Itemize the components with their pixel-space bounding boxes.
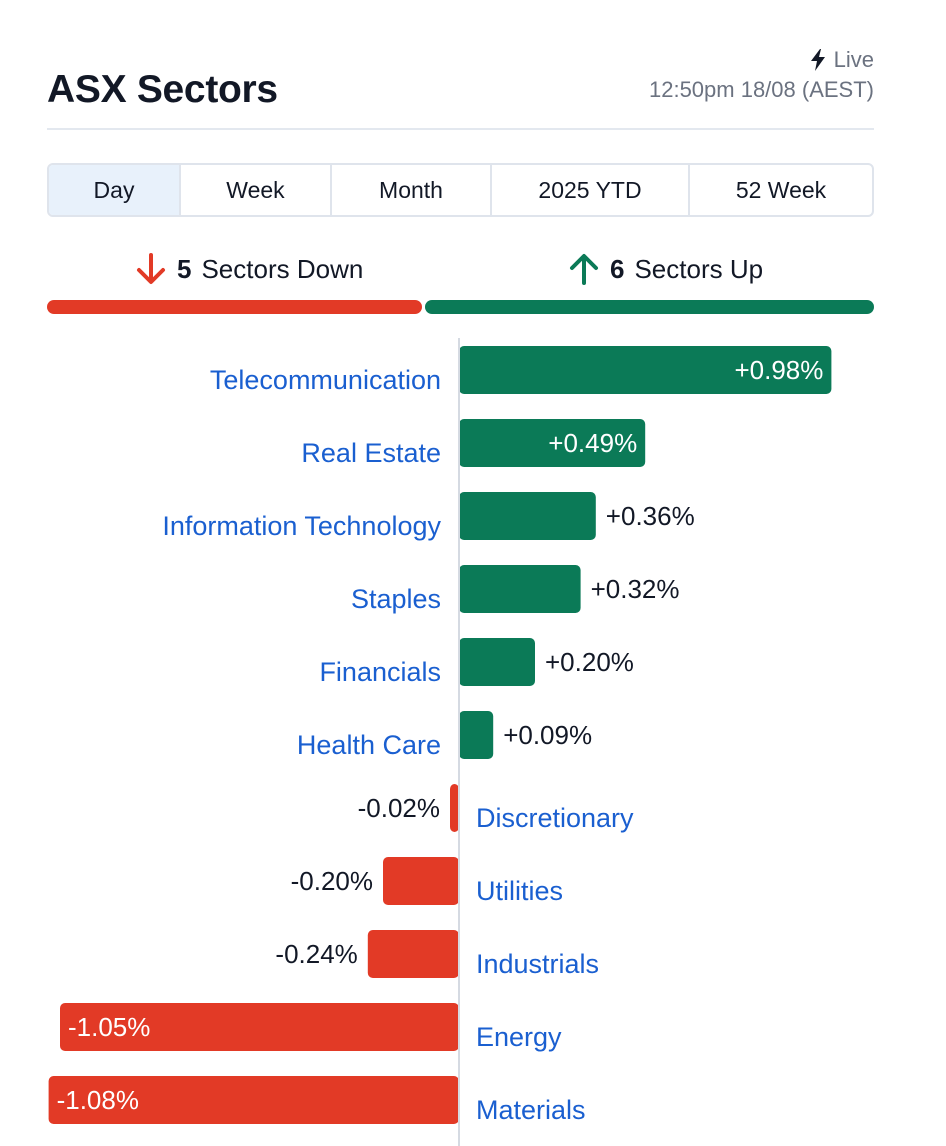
sector-link-health-care[interactable]: Health Care [297,730,441,760]
sector-link-financials[interactable]: Financials [319,657,441,687]
bar-information-technology [459,492,596,540]
sectors-up-summary: 6 Sectors Up [568,252,763,286]
bar-health-care [459,711,494,759]
tab-week[interactable]: Week [181,165,332,215]
sector-bar-chart: +0.98% Telecommunication +0.49% Real Estate… [48,338,832,1146]
bar-financials [459,638,535,686]
header: ASX Sectors Live 12:50pm 18/08 (AEST) [47,40,874,130]
bar-real-estate [459,419,646,467]
live-indicator: Live [810,47,874,73]
sectors-down-summary: 5 Sectors Down [135,252,363,286]
period-tabs: Day Week Month 2025 YTD 52 Week [47,163,874,217]
sectors-up-bar [425,300,874,314]
bar-energy [60,1003,459,1051]
tab-ytd[interactable]: 2025 YTD [492,165,690,215]
bar-discretionary [450,784,459,832]
sector-link-utilities[interactable]: Utilities [476,876,563,906]
sectors-up-count: 6 [610,253,625,284]
sectors-down-label: Sectors Down [201,253,364,284]
sectors-down-bar [47,300,422,314]
value-label-energy: -1.05% [68,1012,150,1042]
bar-telecommunication [459,346,832,394]
tab-52-week[interactable]: 52 Week [735,176,827,203]
value-label-staples: +0.32% [591,574,680,604]
value-label-utilities: -0.20% [291,866,373,896]
value-label-discretionary: -0.02% [358,793,440,823]
sectors-up-label: Sectors Up [634,253,764,284]
bar-staples [459,565,581,613]
value-label-health-care: +0.09% [503,720,592,750]
value-label-financials: +0.20% [545,647,634,677]
tab-month[interactable]: Month [332,165,492,215]
sector-link-information-technology[interactable]: Information Technology [162,511,441,541]
bar-utilities [383,857,459,905]
sector-link-real-estate[interactable]: Real Estate [301,438,441,468]
tab-day[interactable]: Day [49,165,181,215]
value-label-industrials: -0.24% [275,939,357,969]
sectors-down-count: 5 [177,253,192,284]
timestamp: 12:50pm 18/08 (AEST) [648,77,874,102]
sector-link-energy[interactable]: Energy [476,1022,562,1052]
sector-link-discretionary[interactable]: Discretionary [476,803,634,833]
arrow-down-icon [137,253,165,284]
lightning-bolt-icon [810,49,825,71]
value-label-telecommunication: +0.98% [734,355,823,385]
bar-industrials [367,930,459,978]
value-label-information-technology: +0.36% [606,501,695,531]
sector-link-materials[interactable]: Materials [476,1095,586,1125]
arrow-up-icon [570,254,598,285]
sector-link-staples[interactable]: Staples [351,584,441,614]
value-label-materials: -1.08% [57,1085,139,1115]
page-title: ASX Sectors [47,68,278,111]
bar-materials [48,1076,459,1124]
live-label: Live [833,47,874,72]
sector-link-telecommunication[interactable]: Telecommunication [210,365,441,395]
sector-link-industrials[interactable]: Industrials [476,949,599,979]
value-label-real-estate: +0.49% [548,428,637,458]
